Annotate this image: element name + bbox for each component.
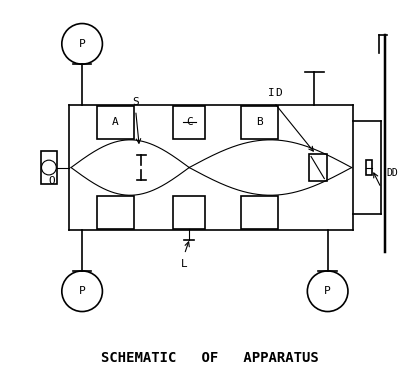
- Text: DD: DD: [386, 168, 398, 178]
- Bar: [173, 196, 205, 229]
- Text: S: S: [132, 97, 139, 107]
- Text: D: D: [276, 89, 282, 99]
- Bar: [366, 160, 372, 175]
- Bar: [309, 154, 326, 181]
- Bar: [241, 196, 278, 229]
- Text: P: P: [79, 39, 85, 49]
- Text: C: C: [186, 118, 193, 128]
- Text: P: P: [79, 286, 85, 296]
- Text: A: A: [112, 118, 119, 128]
- Text: P: P: [324, 286, 331, 296]
- Bar: [241, 106, 278, 139]
- Bar: [41, 151, 57, 184]
- Bar: [97, 106, 134, 139]
- Text: I: I: [268, 89, 275, 99]
- Text: O: O: [48, 176, 55, 186]
- Text: B: B: [256, 118, 263, 128]
- Text: L: L: [181, 259, 188, 269]
- Bar: [173, 106, 205, 139]
- Bar: [97, 196, 134, 229]
- Text: SCHEMATIC   OF   APPARATUS: SCHEMATIC OF APPARATUS: [101, 351, 318, 365]
